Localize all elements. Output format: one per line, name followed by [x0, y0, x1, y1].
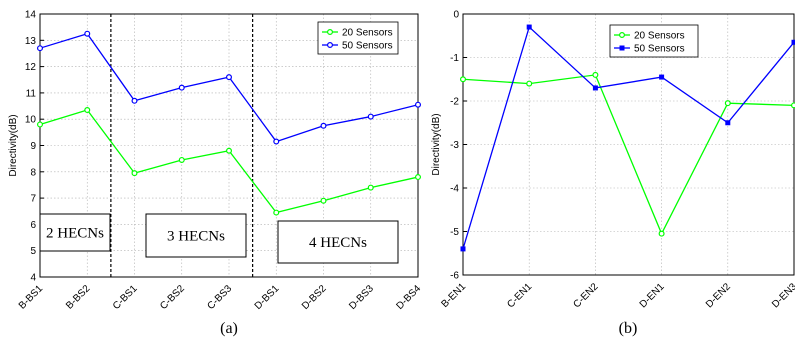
x-tick-label: B-BS2 [64, 283, 93, 312]
series-line-20-sensors [462, 74, 795, 236]
legend-swatch-marker [327, 41, 334, 48]
legend-swatch-marker [327, 29, 334, 36]
data-point [320, 197, 327, 204]
y-tick-label: 13 [25, 36, 37, 47]
y-tick-label: -1 [450, 53, 459, 64]
x-tick-label: C-BS2 [158, 283, 187, 312]
panel-caption: (b) [619, 320, 638, 337]
series-line-50-sensors [462, 25, 795, 250]
annotation-box [39, 213, 111, 252]
x-tick-label: D-BS3 [347, 283, 376, 312]
legend [609, 24, 699, 58]
data-point [178, 156, 185, 163]
panel-caption: (a) [220, 320, 238, 337]
data-point [526, 80, 533, 87]
data-point [84, 106, 91, 113]
data-point [320, 122, 327, 129]
data-point [791, 39, 795, 45]
x-tick-label: C-BS3 [206, 283, 235, 312]
legend [317, 21, 399, 55]
annotation-label: 4 HECNs [309, 235, 367, 251]
data-point [415, 101, 422, 108]
data-point [367, 184, 374, 191]
y-tick-label: -3 [450, 140, 459, 151]
annotation-label: 3 HECNs [167, 229, 225, 245]
legend-entry: 20 Sensors [342, 28, 393, 39]
annotation-box [145, 213, 247, 258]
y-tick-label: 9 [30, 141, 36, 152]
data-point [131, 170, 138, 177]
x-tick-label: D-EN1 [638, 281, 667, 310]
legend-swatch-marker [618, 31, 625, 38]
y-tick-label: 11 [26, 88, 37, 99]
legend-swatch-marker [619, 45, 625, 51]
y-tick-label: -4 [450, 184, 459, 195]
data-point [460, 246, 466, 252]
x-tick-label: B-EN1 [440, 281, 469, 310]
y-tick-label: 12 [25, 62, 37, 73]
y-tick-label: 7 [30, 194, 36, 205]
legend-entry: 20 Sensors [634, 31, 685, 42]
x-tick-label: D-BS2 [300, 283, 329, 312]
x-tick-label: D-BS4 [395, 283, 424, 312]
data-point [226, 147, 233, 154]
annotation-label: 2 HECNs [46, 226, 104, 242]
y-axis-label: Directivity(dB) [431, 113, 442, 175]
data-point [460, 76, 467, 83]
data-point [725, 120, 731, 126]
data-point [36, 121, 43, 128]
x-tick-label: C-EN1 [505, 281, 534, 310]
annotation-box [277, 220, 399, 264]
y-tick-label: 4 [30, 273, 36, 284]
data-point [178, 84, 185, 91]
data-point [273, 209, 280, 216]
x-tick-label: D-EN3 [770, 281, 795, 310]
data-point [592, 85, 598, 91]
data-point [226, 74, 233, 81]
data-point [84, 30, 91, 37]
chart-panel-b: -6 -5 -4 -3 -2 -1 0 B-EN1 C-EN1 C-EN2 D-EN1 D-EN2 D-… [431, 10, 795, 337]
data-point [273, 138, 280, 145]
x-tick-label: D-BS1 [253, 283, 282, 312]
y-tick-label: -2 [450, 97, 459, 108]
legend-entry: 50 Sensors [634, 44, 685, 55]
y-tick-label: 14 [25, 10, 37, 21]
y-tick-label: -6 [450, 271, 459, 282]
y-tick-label: -5 [450, 227, 459, 238]
x-tick-label: C-EN2 [572, 281, 601, 310]
y-tick-label: 0 [453, 10, 459, 21]
x-tick-label: B-BS1 [17, 283, 46, 312]
data-point [415, 174, 422, 181]
data-point [724, 100, 731, 107]
chart-panel-a: 4 5 6 7 8 9 10 11 12 13 14 B-BS1 B-BS2 C-BS1 C-BS2 C-BS… [8, 10, 423, 338]
y-tick-label: 8 [30, 167, 36, 178]
legend-entry: 50 Sensors [342, 41, 393, 52]
data-point [36, 45, 43, 52]
y-tick-label: 10 [25, 115, 37, 126]
data-point [658, 230, 665, 237]
y-tick-label: 6 [30, 220, 36, 231]
data-point [526, 24, 532, 30]
y-axis-label: Directivity(dB) [8, 114, 19, 176]
data-point [367, 113, 374, 120]
data-point [592, 71, 599, 78]
data-point [131, 97, 138, 104]
x-tick-label: D-EN2 [704, 281, 733, 310]
data-point [791, 102, 795, 109]
x-tick-label: C-BS1 [111, 283, 140, 312]
y-tick-label: 5 [30, 246, 36, 257]
data-point [659, 74, 665, 80]
